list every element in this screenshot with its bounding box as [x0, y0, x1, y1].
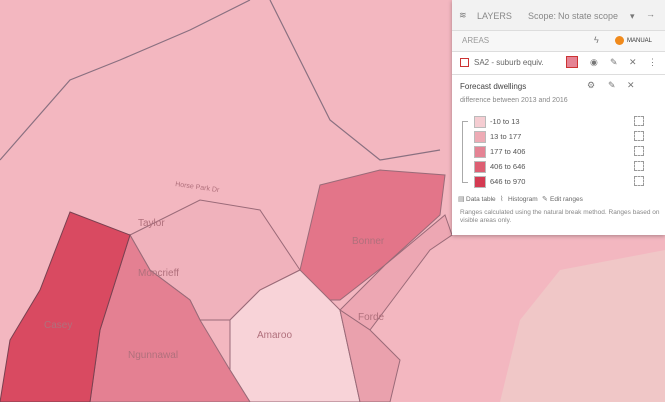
area	[339, 308, 401, 402]
mode-label: MANUAL	[627, 38, 653, 44]
legend-swatch[interactable]	[474, 146, 486, 158]
menu-icon[interactable]: ⋮	[648, 57, 657, 67]
legend-label: 646 to 970	[490, 177, 526, 186]
edit-icon[interactable]: ✎	[610, 57, 618, 67]
lightning-icon[interactable]: ϟ	[594, 35, 599, 45]
map-label: Amaroo	[257, 330, 292, 341]
action-link[interactable]: Histogram	[508, 196, 538, 203]
range-edit-icon[interactable]	[634, 176, 644, 186]
panel-title: LAYERS	[477, 11, 512, 21]
scope-value[interactable]: No state scope	[558, 11, 619, 21]
style-icon[interactable]	[566, 56, 578, 68]
scope-label: Scope:	[528, 11, 557, 21]
edit-style-icon[interactable]: ✎	[608, 80, 616, 90]
layer-name: SA2 - suburb equiv.	[474, 58, 544, 67]
map-label: Casey	[44, 320, 72, 331]
header: ≋ LAYERS Scope: No state scope ▾ →	[452, 0, 665, 31]
range-edit-icon[interactable]	[634, 116, 644, 126]
remove-icon[interactable]: ✕	[629, 57, 637, 67]
range-edit-icon[interactable]	[634, 131, 644, 141]
map-label: Moncrieff	[138, 268, 179, 279]
action-icon[interactable]: ▤	[458, 196, 465, 203]
layers-icon: ≋	[459, 10, 467, 20]
legend-label: -10 to 13	[490, 117, 520, 126]
area	[0, 211, 131, 402]
layers-panel: ≋ LAYERS Scope: No state scope ▾ → AREAS…	[452, 0, 665, 235]
map-label: Ngunnawal	[128, 350, 178, 361]
action-link[interactable]: Data table	[466, 196, 496, 203]
layer-row: SA2 - suburb equiv. ◉ ✎ ✕ ⋮	[452, 52, 665, 75]
map-label: Forde	[358, 312, 385, 323]
area	[339, 214, 453, 331]
mode-toggle[interactable]	[615, 36, 624, 45]
areas-row: AREAS ϟ MANUAL	[452, 31, 665, 52]
section-title: AREAS	[462, 36, 490, 45]
legend-swatch[interactable]	[474, 116, 486, 128]
collapse-button[interactable]: →	[646, 9, 655, 19]
link-bracket	[462, 121, 468, 183]
legend-swatch[interactable]	[474, 161, 486, 173]
area	[500, 250, 665, 402]
legend-label: 13 to 177	[490, 132, 522, 141]
range-edit-icon[interactable]	[634, 161, 644, 171]
action-icon[interactable]: ✎	[542, 196, 548, 203]
legend-label: 406 to 646	[490, 162, 526, 171]
visibility-icon[interactable]: ◉	[590, 57, 598, 67]
layer-checkbox[interactable]	[460, 58, 469, 67]
settings-icon[interactable]: ⚙	[587, 80, 596, 90]
dropdown-arrow[interactable]: ▾	[630, 11, 635, 21]
range-edit-icon[interactable]	[634, 146, 644, 156]
legend-label: 177 to 406	[490, 147, 526, 156]
boundary	[0, 0, 441, 161]
map-label: Bonner	[352, 236, 385, 247]
action-icon[interactable]: ⌇	[500, 196, 504, 203]
style-title: Forecast dwellings	[460, 82, 527, 91]
action-link[interactable]: Edit ranges	[550, 196, 583, 203]
note: Ranges calculated using the natural brea…	[460, 209, 660, 224]
close-style-icon[interactable]: ✕	[627, 80, 635, 90]
legend-swatch[interactable]	[474, 131, 486, 143]
style-subtitle: difference between 2013 and 2016	[460, 97, 568, 104]
map-label: Taylor	[138, 218, 165, 229]
legend-swatch[interactable]	[474, 176, 486, 188]
